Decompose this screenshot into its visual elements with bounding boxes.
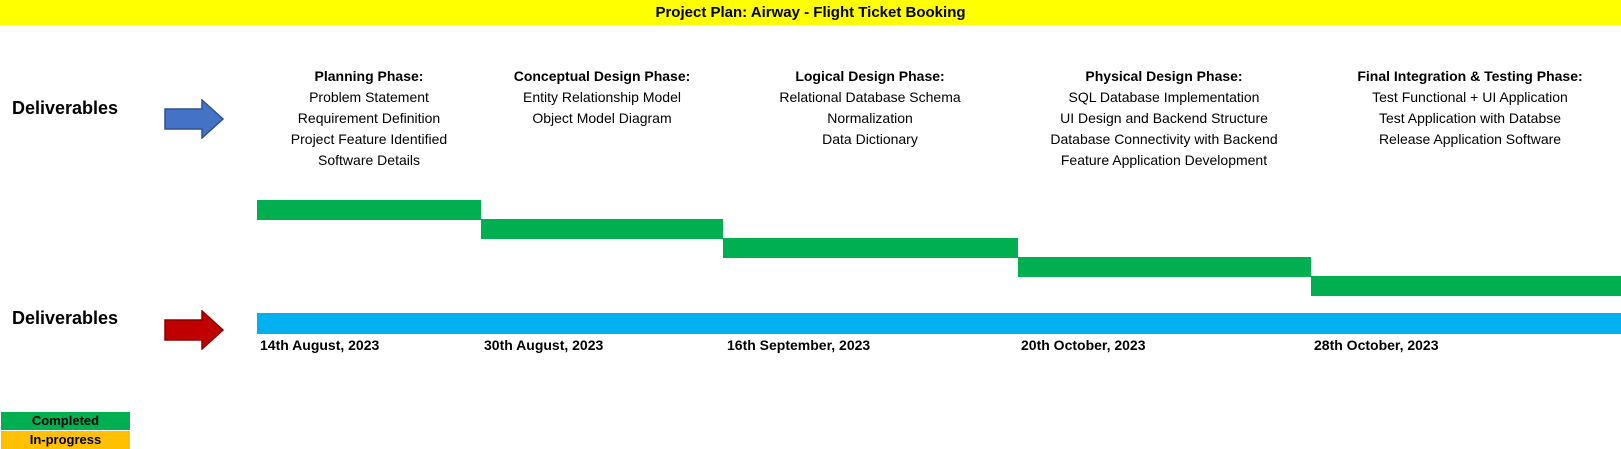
phase-item: Normalization: [827, 110, 913, 126]
phase-item: Project Feature Identified: [290, 131, 448, 147]
phase-title: Logical Design Phase:: [795, 68, 945, 84]
phase-title: Final Integration & Testing Phase:: [1357, 68, 1583, 84]
date-label: 14th August, 2023: [260, 337, 380, 353]
legend-in-progress: In-progress: [1, 431, 130, 449]
phase-item: Object Model Diagram: [532, 110, 672, 126]
gantt-bar: [723, 238, 1018, 258]
phase-item: Data Dictionary: [822, 131, 918, 147]
phase-physical-design: Physical Design Phase: SQL Database Impl…: [1024, 66, 1304, 171]
arrow-top-shape: [164, 99, 224, 139]
gantt-bar: [257, 200, 481, 220]
phase-logical-design: Logical Design Phase: Relational Databas…: [730, 66, 1010, 150]
gantt-bar: [1018, 257, 1311, 277]
phase-title: Physical Design Phase:: [1085, 68, 1243, 84]
arrow-bottom-shape: [164, 310, 224, 350]
phase-item: SQL Database Implementation: [1068, 89, 1260, 105]
phase-item: Database Connectivity with Backend: [1050, 131, 1278, 147]
phase-title: Planning Phase:: [314, 68, 424, 84]
date-label: 20th October, 2023: [1021, 337, 1146, 353]
phase-title: Conceptual Design Phase:: [513, 68, 691, 84]
phase-item: Test Functional + UI Application: [1372, 89, 1568, 105]
deliverables-label-bottom: Deliverables: [12, 308, 119, 328]
phase-item: Problem Statement: [309, 89, 429, 105]
date-label: 16th September, 2023: [727, 337, 871, 353]
right-arrow-icon: [164, 99, 224, 139]
phase-final-integration-testing: Final Integration & Testing Phase: Test …: [1329, 66, 1611, 150]
phase-item: Test Application with Databse: [1378, 110, 1562, 126]
phase-item: Entity Relationship Model: [523, 89, 681, 105]
phase-item: Relational Database Schema: [779, 89, 961, 105]
phase-item: Requirement Definition: [297, 110, 441, 126]
phase-item: Release Application Software: [1378, 131, 1562, 147]
phase-item: UI Design and Backend Structure: [1060, 110, 1268, 126]
legend-completed: Completed: [1, 412, 130, 430]
phase-planning: Planning Phase: Problem Statement Requir…: [229, 66, 509, 171]
phase-item: Feature Application Development: [1060, 152, 1268, 168]
timeline-bar: [257, 313, 1621, 334]
phase-item: Software Details: [318, 152, 420, 168]
deliverables-label-top: Deliverables: [12, 98, 119, 118]
page-title: Project Plan: Airway - Flight Ticket Boo…: [0, 0, 1621, 25]
date-label: 28th October, 2023: [1314, 337, 1439, 353]
gantt-bar: [1311, 276, 1621, 296]
phase-conceptual-design: Conceptual Design Phase: Entity Relation…: [462, 66, 742, 129]
date-label: 30th August, 2023: [484, 337, 604, 353]
right-arrow-icon: [164, 310, 224, 350]
gantt-bar: [481, 219, 723, 239]
